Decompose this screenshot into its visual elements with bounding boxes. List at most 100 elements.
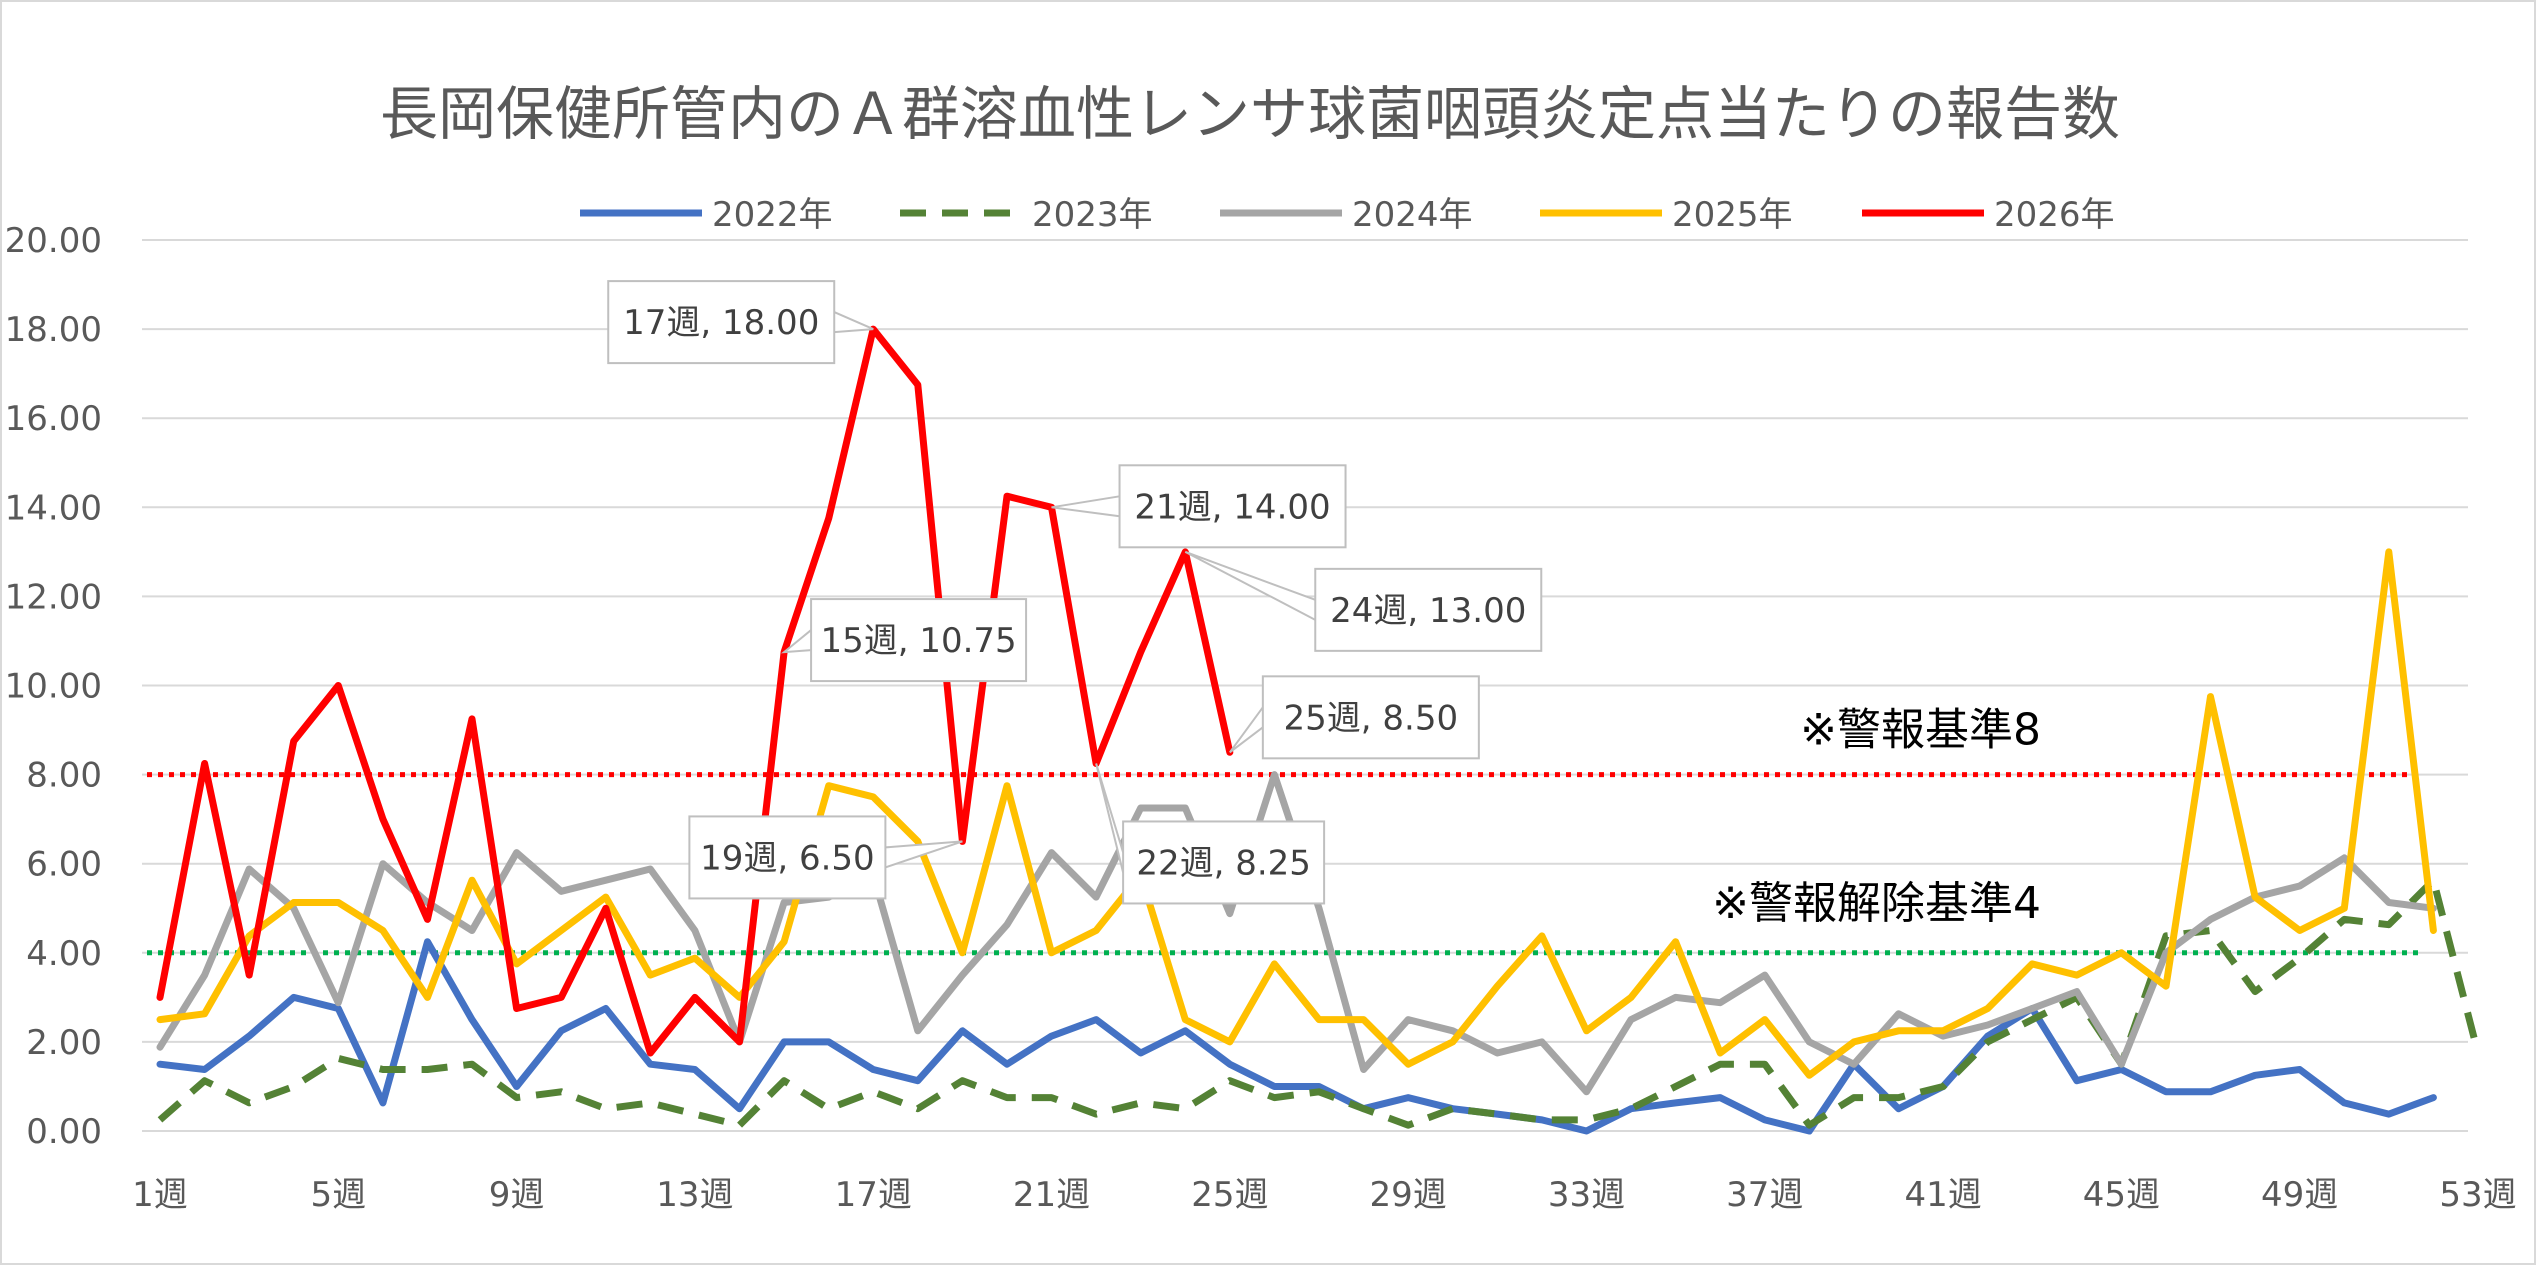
data-point (1850, 1094, 1858, 1102)
data-point (1181, 1027, 1189, 1035)
data-point (780, 1077, 788, 1085)
legend-label: 2023年 (1032, 195, 1153, 235)
data-point (1270, 1094, 1278, 1102)
x-tick-label: 53週 (2439, 1175, 2516, 1215)
data-point (958, 949, 966, 957)
data-point (2296, 927, 2304, 935)
data-point (1538, 932, 1546, 940)
data-point (1805, 1121, 1813, 1129)
data-point (379, 815, 387, 823)
data-point (825, 514, 833, 522)
x-tick-label: 41週 (1904, 1175, 1981, 1215)
data-point (1493, 1049, 1501, 1057)
data-point (1984, 1004, 1992, 1012)
data-point (290, 1082, 298, 1090)
data-point (1895, 1010, 1903, 1018)
data-point (2207, 693, 2215, 701)
callout-label: 22週, 8.25 (1136, 843, 1311, 883)
data-point (201, 1077, 209, 1085)
data-point (1716, 1049, 1724, 1057)
data-point (869, 1088, 877, 1096)
reference-line-label: ※警報基準8 (1800, 705, 2041, 756)
data-point (958, 1077, 966, 1085)
data-point (1226, 1038, 1234, 1046)
data-point (1895, 1105, 1903, 1113)
data-point (1360, 1066, 1368, 1074)
data-point (2207, 915, 2215, 923)
data-point (513, 849, 521, 857)
data-point (2073, 1077, 2081, 1085)
data-point (691, 1110, 699, 1118)
data-point (780, 938, 788, 946)
x-tick-label: 13週 (656, 1175, 733, 1215)
data-point (691, 927, 699, 935)
data-point (1270, 1082, 1278, 1090)
data-point (468, 927, 476, 935)
data-point (1761, 1016, 1769, 1024)
data-point (513, 1094, 521, 1102)
data-point (2385, 898, 2393, 906)
data-point (1404, 1094, 1412, 1102)
data-point (557, 993, 565, 1001)
callout-box (1261, 675, 1480, 760)
data-point (2385, 1110, 2393, 1118)
data-point (1092, 1110, 1100, 1118)
data-point (1672, 1099, 1680, 1107)
data-point (2340, 1099, 2348, 1107)
data-point (1404, 1060, 1412, 1068)
data-point (2340, 904, 2348, 912)
data-point (379, 1066, 387, 1074)
y-tick-label: 0.00 (26, 1112, 102, 1152)
data-point (2296, 882, 2304, 890)
data-point (2385, 921, 2393, 929)
data-point (602, 893, 610, 901)
data-point (691, 954, 699, 962)
data-point (1092, 893, 1100, 901)
data-point (1761, 1116, 1769, 1124)
data-point (290, 993, 298, 1001)
data-point (1003, 782, 1011, 790)
x-tick-label: 29週 (1370, 1175, 1447, 1215)
data-point (557, 927, 565, 935)
data-point (423, 993, 431, 1001)
callout-pointer (1229, 706, 1264, 754)
data-point (691, 993, 699, 1001)
data-point (468, 1016, 476, 1024)
data-point (2117, 949, 2125, 957)
data-point (201, 1066, 209, 1074)
callout-label: 24週, 13.00 (1330, 591, 1526, 631)
data-callout: 19週, 6.50 (688, 815, 963, 900)
data-point (646, 1099, 654, 1107)
data-point (334, 898, 342, 906)
data-point (958, 971, 966, 979)
data-point (914, 381, 922, 389)
data-point (557, 1027, 565, 1035)
x-tick-label: 21週 (1013, 1175, 1090, 1215)
data-point (1850, 1060, 1858, 1068)
data-point (869, 1066, 877, 1074)
callout-pointer (885, 840, 963, 869)
callout-box (688, 815, 887, 900)
data-point (557, 887, 565, 895)
data-point (1627, 1016, 1635, 1024)
callout-label: 15週, 10.75 (820, 621, 1016, 661)
y-tick-label: 18.00 (5, 310, 102, 350)
data-point (1627, 993, 1635, 1001)
data-point (1582, 1116, 1590, 1124)
legend-item: 2024年 (1220, 195, 1473, 235)
callout-box (1122, 820, 1326, 905)
data-point (201, 971, 209, 979)
data-point (423, 938, 431, 946)
data-point (1895, 1094, 1903, 1102)
data-point (1360, 1105, 1368, 1113)
data-point (156, 1060, 164, 1068)
data-point (2251, 1071, 2259, 1079)
x-tick-label: 1週 (132, 1175, 188, 1215)
data-point (914, 1105, 922, 1113)
data-point (780, 898, 788, 906)
data-point (2028, 1016, 2036, 1024)
callout-pointer (833, 311, 874, 334)
data-point (869, 793, 877, 801)
data-point (1315, 1088, 1323, 1096)
